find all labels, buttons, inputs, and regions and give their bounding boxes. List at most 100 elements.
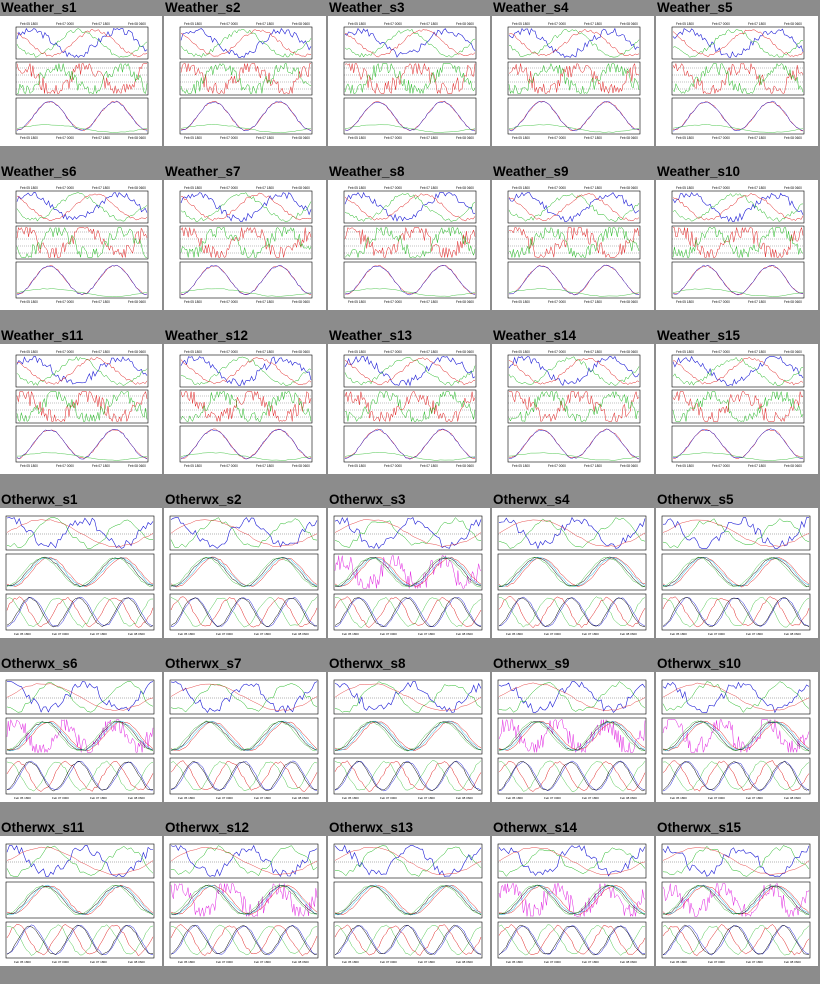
chart-thumbnail[interactable]: Feb 05 1800 Feb 07 0000 Feb 07 1800 Feb 08 … — [0, 180, 162, 310]
series-green — [17, 62, 148, 95]
chart-thumbnail[interactable]: Feb 05 1800 Feb 07 0000 Feb 07 1800 Feb 08 … — [328, 16, 490, 146]
x-tick-label: Feb 05 1800 — [676, 464, 694, 468]
chart-thumbnail[interactable]: Feb 05 1800 Feb 07 0000 Feb 07 1800 Feb 08 … — [164, 508, 326, 638]
panel-middle — [507, 61, 641, 96]
series-red — [498, 721, 646, 751]
x-tick-label: Feb 07 1800 — [582, 632, 599, 636]
chart-thumbnail[interactable]: Feb 05 1800 Feb 07 0000 Feb 07 1800 Feb 08 … — [328, 672, 490, 802]
chart-thumbnail[interactable]: Feb 05 1800 Feb 07 0000 Feb 07 1800 Feb 08 … — [0, 344, 162, 474]
chart-thumbnail[interactable]: Feb 05 1800 Feb 07 0000 Feb 07 1800 Feb 08 … — [164, 180, 326, 310]
panel-top — [333, 515, 483, 551]
series-green — [6, 760, 154, 792]
chart-thumbnail[interactable]: Feb 05 1800 Feb 07 0000 Feb 07 1800 Feb 08 … — [0, 836, 162, 966]
chart-thumbnail[interactable]: Feb 05 1800 Feb 07 0000 Feb 07 1800 Feb 08 … — [0, 508, 162, 638]
series-magenta — [6, 718, 154, 754]
series-red — [672, 391, 804, 423]
chart-thumbnail[interactable]: Feb 05 1800 Feb 07 0000 Feb 07 1800 Feb 08 … — [492, 508, 654, 638]
x-tick-label: Feb 08 0600 — [620, 136, 638, 140]
series-red — [6, 760, 154, 792]
x-tick-label: Feb 07 0000 — [52, 960, 69, 964]
chart-thumbnail[interactable]: Feb 05 1800 Feb 07 0000 Feb 07 1800 Feb 08 … — [492, 180, 654, 310]
series-red — [170, 924, 318, 957]
series-blue — [6, 845, 153, 877]
chart-thumbnail[interactable]: Feb 05 1800 Feb 07 0000 Feb 07 1800 Feb 08 … — [656, 672, 818, 802]
series-blue — [508, 356, 640, 387]
panel-bottom — [169, 921, 319, 959]
panel-top — [5, 515, 155, 551]
series-black — [662, 924, 810, 955]
chart-thumbnail[interactable]: Feb 05 1800 Feb 07 0000 Feb 07 1800 Feb 08 … — [0, 672, 162, 802]
series-red — [180, 226, 312, 258]
chart-thumbnail[interactable]: Feb 05 1800 Feb 07 0000 Feb 07 1800 Feb 08 … — [656, 16, 818, 146]
series-blue — [170, 844, 318, 878]
chart-thumbnail[interactable]: Feb 05 1800 Feb 07 0000 Feb 07 1800 Feb 08 … — [656, 344, 818, 474]
chart-thumbnail[interactable]: Feb 05 1800 Feb 07 0000 Feb 07 1800 Feb 08 … — [164, 836, 326, 966]
chart-thumbnail[interactable]: Feb 05 1800 Feb 07 0000 Feb 07 1800 Feb 08 … — [328, 344, 490, 474]
x-tick-label: Feb 07 0000 — [220, 350, 238, 354]
thumbnail-title: Otherwx_s5 — [657, 492, 734, 507]
series-red — [170, 846, 318, 876]
x-tick-label: Feb 05 1800 — [14, 960, 31, 964]
x-tick-label: Feb 07 0000 — [712, 350, 730, 354]
panel-middle — [671, 225, 805, 260]
thumbnail-title: Otherwx_s9 — [493, 656, 570, 671]
x-tick-label: Feb 07 1800 — [254, 960, 271, 964]
series-black — [6, 760, 154, 792]
series-black — [6, 721, 154, 751]
x-tick-label: Feb 05 1800 — [506, 960, 523, 964]
x-tick-label: Feb 08 0600 — [456, 350, 474, 354]
series-blue — [508, 192, 640, 223]
panel-bottom — [671, 261, 805, 299]
chart-thumbnail[interactable]: Feb 05 1800 Feb 07 0000 Feb 07 1800 Feb 08 … — [328, 836, 490, 966]
x-tick-label: Feb 07 1800 — [748, 22, 766, 26]
chart-thumbnail[interactable]: Feb 05 1800 Feb 07 0000 Feb 07 1800 Feb 08 … — [328, 508, 490, 638]
series-black — [170, 761, 318, 792]
chart-thumbnail[interactable]: Feb 05 1800 Feb 07 0000 Feb 07 1800 Feb 08 … — [656, 836, 818, 966]
chart-thumbnail[interactable]: Feb 05 1800 Feb 07 0000 Feb 07 1800 Feb 08 … — [492, 344, 654, 474]
series-green — [170, 761, 318, 791]
panel-middle — [343, 389, 477, 424]
panel-top — [5, 843, 155, 879]
chart-thumbnail[interactable]: Feb 05 1800 Feb 07 0000 Feb 07 1800 Feb 08 … — [164, 672, 326, 802]
x-tick-label: Feb 05 1800 — [512, 186, 530, 190]
x-tick-label: Feb 07 1800 — [256, 22, 274, 26]
x-tick-label: Feb 07 1800 — [584, 300, 602, 304]
x-tick-label: Feb 07 0000 — [52, 796, 69, 800]
panel-bottom — [343, 97, 477, 135]
x-tick-label: Feb 07 0000 — [548, 22, 566, 26]
series-red — [498, 847, 646, 876]
x-tick-label: Feb 08 0600 — [128, 796, 145, 800]
series-red — [498, 884, 646, 915]
series-green — [672, 193, 804, 222]
x-tick-label: Feb 05 1800 — [20, 186, 38, 190]
x-tick-label: Feb 07 1800 — [584, 464, 602, 468]
chart-thumbnail[interactable]: Feb 05 1800 Feb 07 0000 Feb 07 1800 Feb 08 … — [328, 180, 490, 310]
series-blue — [7, 681, 154, 713]
x-tick-label: Feb 08 0600 — [456, 186, 474, 190]
x-tick-label: Feb 07 0000 — [548, 464, 566, 468]
chart-thumbnail[interactable]: Feb 05 1800 Feb 07 0000 Feb 07 1800 Feb 08 … — [492, 16, 654, 146]
panel-bottom — [5, 921, 155, 959]
x-tick-label: Feb 05 1800 — [512, 300, 530, 304]
series-green — [16, 192, 148, 222]
x-tick-label: Feb 08 0600 — [620, 960, 637, 964]
chart-thumbnail[interactable]: Feb 05 1800 Feb 07 0000 Feb 07 1800 Feb 08 … — [0, 16, 162, 146]
chart-thumbnail[interactable]: Feb 05 1800 Feb 07 0000 Feb 07 1800 Feb 08 … — [492, 836, 654, 966]
series-green — [180, 124, 312, 133]
chart-thumbnail[interactable]: Feb 05 1800 Feb 07 0000 Feb 07 1800 Feb 08 … — [164, 344, 326, 474]
x-tick-label: Feb 07 0000 — [712, 186, 730, 190]
series-red — [672, 101, 804, 132]
chart-thumbnail[interactable]: Feb 05 1800 Feb 07 0000 Feb 07 1800 Feb 08 … — [656, 508, 818, 638]
chart-thumbnail[interactable]: Feb 05 1800 Feb 07 0000 Feb 07 1800 Feb 08 … — [656, 180, 818, 310]
series-green — [498, 596, 646, 628]
x-tick-label: Feb 07 0000 — [56, 22, 74, 26]
series-red — [6, 683, 154, 711]
x-tick-label: Feb 08 0600 — [456, 796, 473, 800]
panel-bottom — [507, 425, 641, 463]
series-green — [344, 452, 476, 461]
x-tick-label: Feb 05 1800 — [20, 300, 38, 304]
chart-thumbnail[interactable]: Feb 05 1800 Feb 07 0000 Feb 07 1800 Feb 08 … — [492, 672, 654, 802]
x-tick-label: Feb 07 1800 — [92, 350, 110, 354]
chart-thumbnail[interactable]: Feb 05 1800 Feb 07 0000 Feb 07 1800 Feb 08 … — [164, 16, 326, 146]
series-black — [6, 885, 154, 915]
